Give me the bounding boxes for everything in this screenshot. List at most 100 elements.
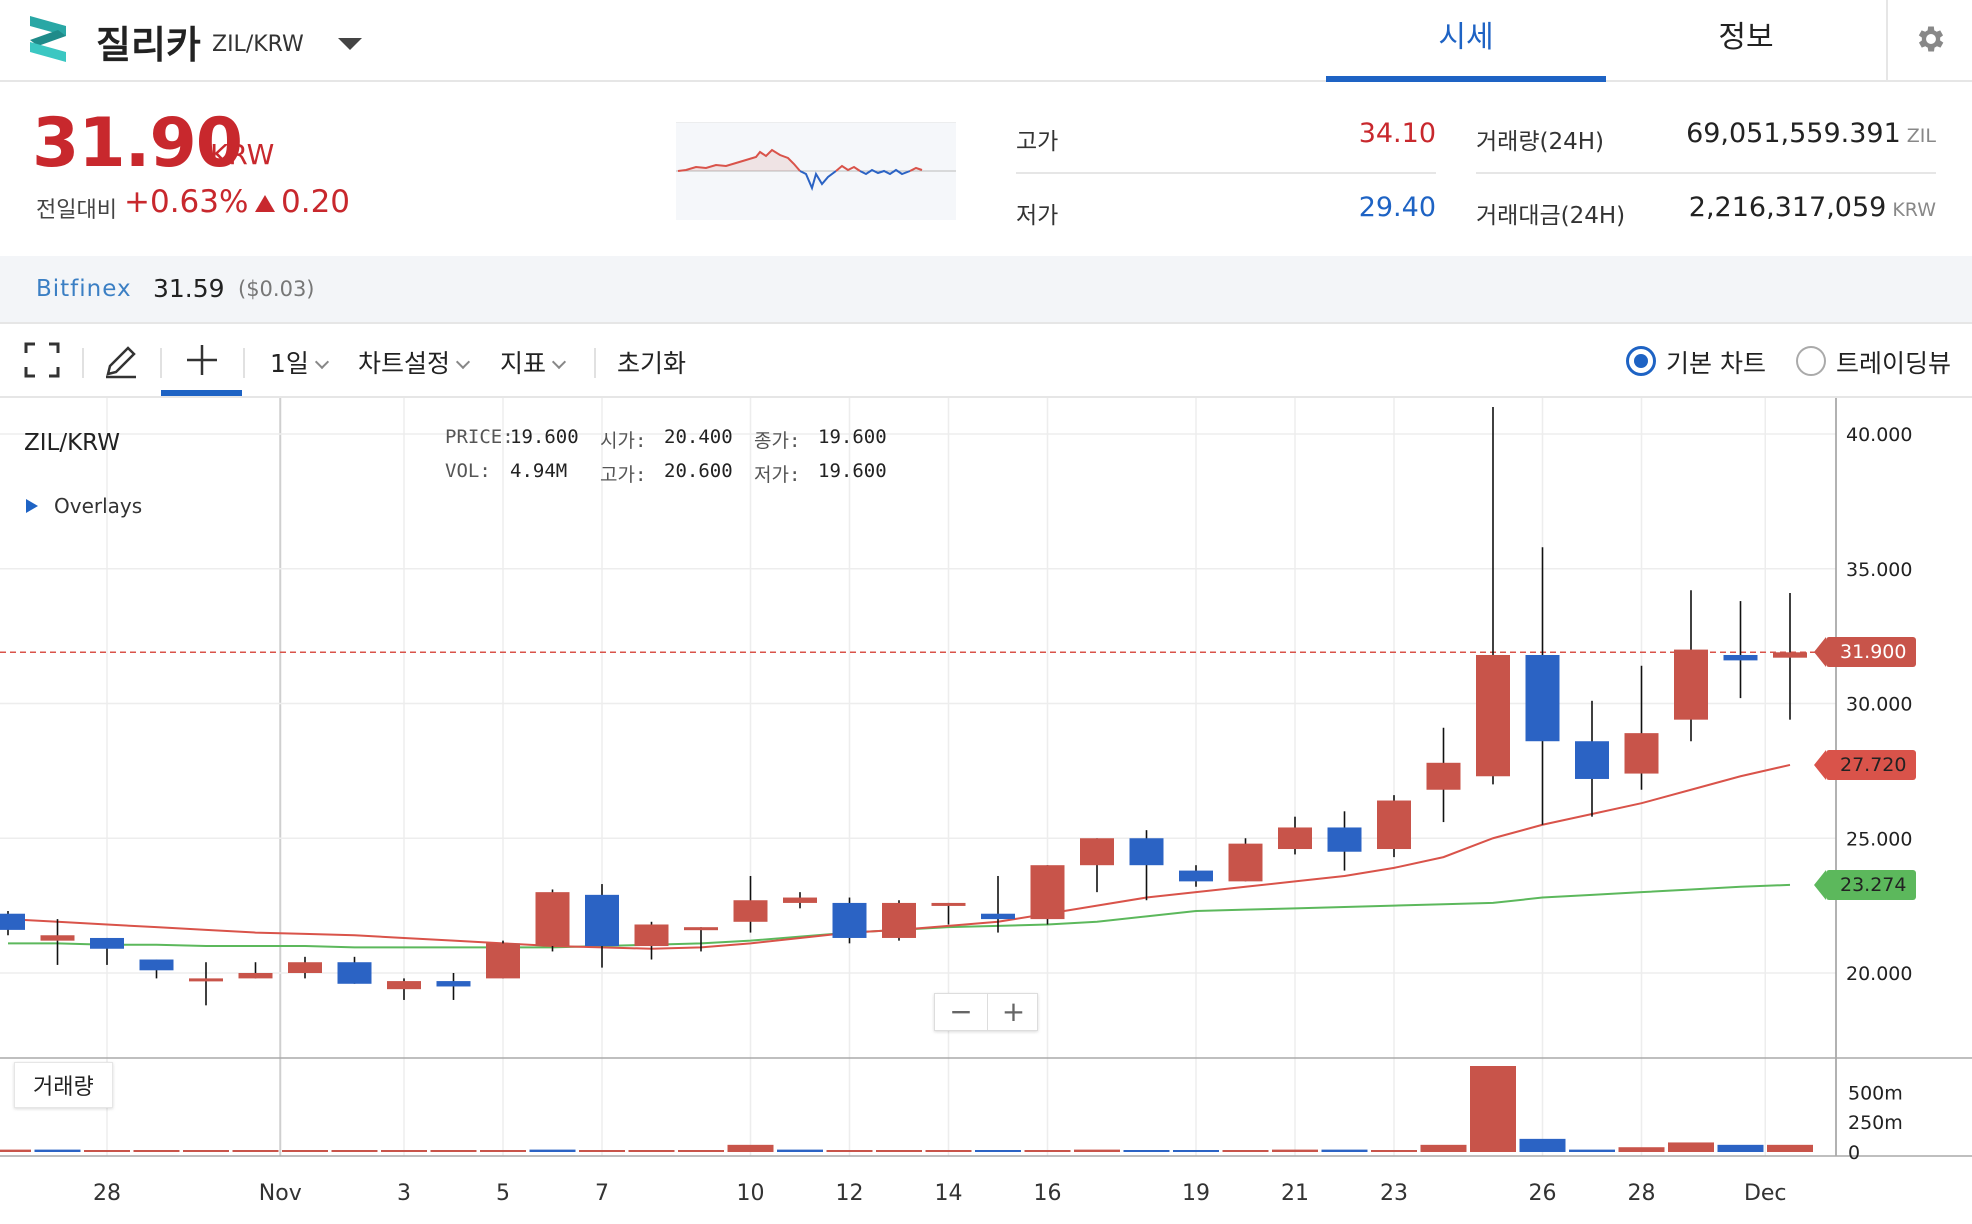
volume-bar <box>84 1150 130 1152</box>
x-tick-label: 28 <box>1628 1181 1656 1206</box>
x-tick-label: 12 <box>836 1181 864 1206</box>
info-open-label: 시가: <box>600 430 647 452</box>
fullscreen-icon[interactable] <box>24 342 60 378</box>
tab-quote[interactable]: 시세 <box>1326 0 1606 82</box>
gear-icon <box>1918 26 1944 52</box>
x-tick-label: 5 <box>496 1181 510 1206</box>
current-price-tag: 31.900 <box>1813 637 1917 668</box>
volume-bar <box>777 1149 823 1152</box>
top-header: 질리카 ZIL/KRW 시세 정보 <box>0 0 1972 82</box>
divider <box>160 348 162 378</box>
candle-body <box>90 937 124 949</box>
candle-body <box>783 897 817 903</box>
period-dropdown[interactable]: 1일 <box>270 344 329 380</box>
amount-label: 거래대금(24H) <box>1476 203 1626 229</box>
pencil-icon[interactable] <box>102 342 140 380</box>
coin-name[interactable]: 질리카 <box>96 23 201 67</box>
volume-bar <box>1123 1150 1170 1152</box>
volume-bar <box>579 1150 625 1152</box>
overlays-label: Overlays <box>54 494 143 518</box>
info-low-label: 저가: <box>754 464 801 486</box>
candle-body <box>585 894 619 947</box>
volume-tick-label: 250m <box>1848 1112 1903 1134</box>
chart-settings-label: 차트설정 <box>358 349 451 378</box>
crosshair-icon[interactable] <box>184 342 220 378</box>
volume-bar <box>1519 1138 1566 1152</box>
x-tick-label: Nov <box>259 1181 302 1206</box>
divider <box>594 348 596 378</box>
low-value: 29.40 <box>1358 192 1436 223</box>
exchange-price: 31.59 <box>153 274 225 303</box>
volume-label: 거래량(24H) <box>1476 129 1604 155</box>
y-tick-label: 30.000 <box>1846 694 1912 716</box>
volume-bar <box>1074 1149 1120 1152</box>
chart-title: ZIL/KRW <box>24 430 120 456</box>
price-unit: KRW <box>210 138 275 171</box>
volume-bar <box>282 1150 328 1152</box>
volume-bar <box>0 1149 31 1152</box>
volume-bar <box>1173 1150 1219 1152</box>
radio-basic-chart[interactable] <box>1626 346 1656 376</box>
volume-bar <box>1321 1149 1368 1152</box>
volume-24h: 69,051,559.391 ZIL <box>1640 118 1936 149</box>
exchange-name[interactable]: Bitfinex <box>36 276 132 302</box>
volume-bar <box>34 1149 81 1152</box>
zoom-out-button[interactable]: − <box>949 995 973 1028</box>
indicators-label: 지표 <box>500 349 547 378</box>
volume-bar <box>678 1150 724 1152</box>
coin-pair[interactable]: ZIL/KRW <box>212 32 304 57</box>
volume-bar <box>133 1150 180 1152</box>
candle-body <box>634 924 669 947</box>
x-tick-label: 16 <box>1034 1181 1062 1206</box>
candlestick-chart[interactable]: 28 Nov 3 5 7 10 12 14 16 19 21 23 26 28 Dec 40.000 35.00… <box>0 398 1972 1224</box>
up-triangle-icon <box>255 195 275 212</box>
radio-basic-label[interactable]: 기본 차트 <box>1666 349 1766 378</box>
candle-body <box>1327 827 1362 852</box>
volume-bar <box>529 1149 576 1152</box>
x-tick-label: 3 <box>397 1181 411 1206</box>
current-price: 31.90 <box>32 104 243 183</box>
candle-body <box>882 902 916 938</box>
candle-body <box>486 943 520 979</box>
x-tick-label: 10 <box>737 1181 765 1206</box>
candle-body <box>535 892 570 947</box>
x-tick-label: Dec <box>1744 1181 1787 1206</box>
overlays-toggle[interactable]: Overlays <box>26 494 142 518</box>
candle-body <box>1575 741 1609 779</box>
volume-bar <box>1717 1144 1764 1152</box>
candle-body <box>1426 762 1461 790</box>
chevron-down-icon <box>551 354 567 370</box>
y-tick-label: 40.000 <box>1846 424 1912 446</box>
radio-tradingview-label[interactable]: 트레이딩뷰 <box>1836 349 1952 378</box>
volume-bar <box>1618 1147 1665 1152</box>
volume-bar <box>1470 1066 1516 1152</box>
candle-body <box>1278 827 1312 850</box>
price-summary: 31.90 KRW 전일대비 +0.63% 0.20 고가 34.10 저가 2… <box>0 82 1972 256</box>
y-tick-label: 25.000 <box>1846 828 1912 850</box>
price-chart-area[interactable]: 28 Nov 3 5 7 10 12 14 16 19 21 23 26 28 Dec 40.000 35.00… <box>0 398 1972 1224</box>
change-percent: +0.63% <box>124 184 249 220</box>
x-tick-label: 26 <box>1529 1181 1557 1206</box>
radio-tradingview[interactable] <box>1796 346 1826 376</box>
volume-bar <box>381 1150 427 1152</box>
reset-button[interactable]: 초기화 <box>617 349 687 378</box>
low-label: 저가 <box>1016 203 1059 229</box>
ma-long-tag: 23.274 <box>1813 869 1917 900</box>
candle-body <box>1525 654 1560 742</box>
volume-bar <box>925 1150 972 1152</box>
volume-panel-label[interactable]: 거래량 <box>14 1062 113 1108</box>
info-high-label: 고가: <box>600 464 647 486</box>
exchange-row: Bitfinex 31.59 ($0.03) <box>0 256 1972 324</box>
tab-info[interactable]: 정보 <box>1718 20 1774 55</box>
candle-body <box>1179 870 1213 882</box>
amount-value: 2,216,317,059 <box>1688 192 1887 223</box>
coin-dropdown-icon[interactable] <box>338 38 362 50</box>
settings-button[interactable] <box>1886 0 1972 82</box>
zoom-in-button[interactable]: + <box>987 994 1039 1030</box>
y-tick-label: 35.000 <box>1846 559 1912 581</box>
chart-settings-dropdown[interactable]: 차트설정 <box>358 344 471 380</box>
indicators-dropdown[interactable]: 지표 <box>500 344 567 380</box>
candle-body <box>1030 865 1065 920</box>
candle-body <box>931 902 966 906</box>
candle-body <box>1773 652 1807 658</box>
